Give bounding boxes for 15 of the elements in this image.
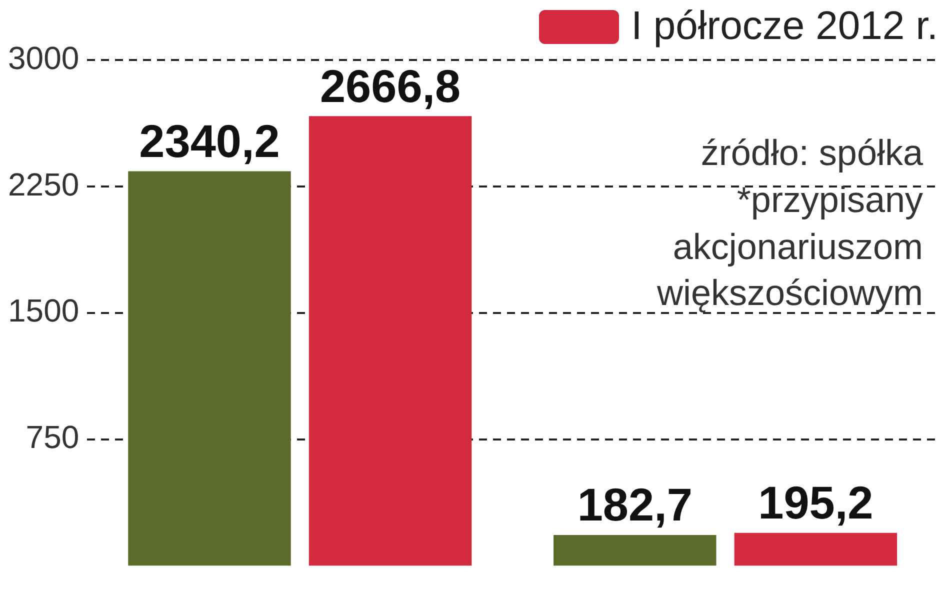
y-tick-label: 2250 xyxy=(8,166,80,202)
bar xyxy=(734,532,898,566)
bar xyxy=(308,116,472,566)
legend-label: I półrocze 2012 r. xyxy=(631,4,938,49)
bar xyxy=(554,534,716,566)
y-tick-label: 750 xyxy=(26,419,80,456)
data-label: 195,2 xyxy=(758,476,874,529)
bar xyxy=(128,171,291,566)
data-label: 2340,2 xyxy=(139,114,280,167)
annotation: *przypisany akcjonariuszom większościowym xyxy=(656,178,923,316)
annotation: źródło: spółka xyxy=(700,131,923,175)
y-tick-label: 3000 xyxy=(8,40,80,76)
y-tick-label: 1500 xyxy=(8,292,80,329)
data-label: 2666,8 xyxy=(320,60,461,112)
data-label: 182,7 xyxy=(577,478,692,531)
